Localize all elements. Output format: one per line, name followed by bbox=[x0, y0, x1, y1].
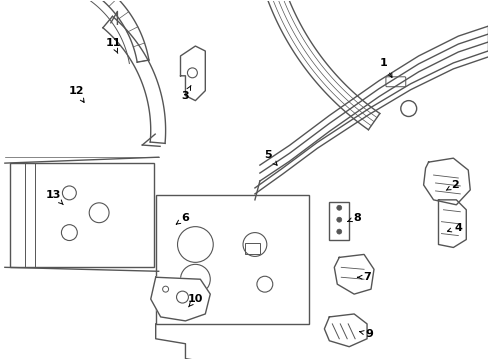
Text: 12: 12 bbox=[69, 86, 84, 102]
Text: 11: 11 bbox=[105, 38, 121, 53]
Text: 8: 8 bbox=[348, 213, 361, 223]
Polygon shape bbox=[439, 200, 466, 247]
Circle shape bbox=[337, 205, 342, 210]
Text: 9: 9 bbox=[360, 329, 373, 339]
Polygon shape bbox=[424, 158, 470, 205]
Circle shape bbox=[337, 217, 342, 222]
Text: 13: 13 bbox=[46, 190, 63, 204]
Text: 3: 3 bbox=[182, 85, 191, 101]
Text: 10: 10 bbox=[188, 294, 203, 307]
Polygon shape bbox=[151, 277, 210, 321]
Text: 5: 5 bbox=[264, 150, 277, 165]
Bar bbox=[245, 243, 260, 255]
Bar bbox=[329, 202, 349, 239]
Polygon shape bbox=[180, 46, 205, 100]
Circle shape bbox=[337, 229, 342, 234]
Bar bbox=[10, 163, 154, 267]
Text: 4: 4 bbox=[447, 222, 462, 233]
Text: 7: 7 bbox=[358, 272, 371, 282]
Text: 1: 1 bbox=[380, 58, 392, 77]
Text: 2: 2 bbox=[446, 180, 459, 190]
Text: 6: 6 bbox=[176, 213, 190, 224]
Polygon shape bbox=[324, 314, 367, 347]
Bar bbox=[156, 195, 310, 324]
Polygon shape bbox=[334, 255, 374, 294]
